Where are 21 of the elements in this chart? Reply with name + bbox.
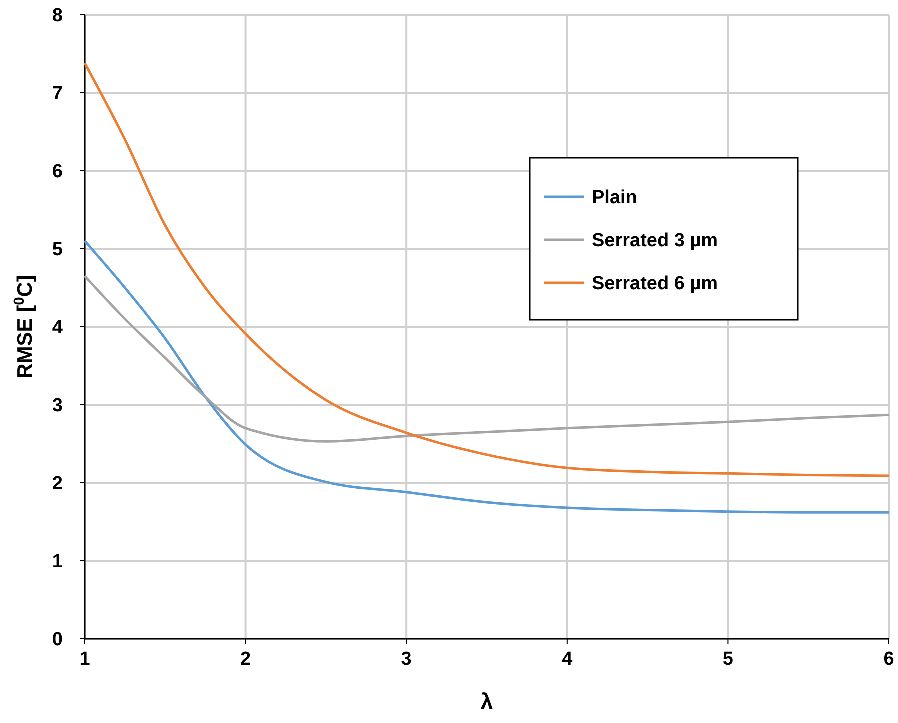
y-tick-label: 4: [52, 318, 64, 339]
y-tick-label: 0: [52, 630, 63, 651]
y-tick-label: 2: [52, 474, 63, 495]
x-tick-label: 6: [884, 649, 894, 670]
y-tick-label: 8: [52, 6, 63, 27]
x-tick-label: 1: [80, 649, 91, 670]
x-axis-title: λ: [480, 689, 494, 714]
y-tick-label: 7: [52, 84, 63, 105]
line-series: [84, 62, 890, 478]
y-tick-label: 3: [52, 396, 63, 417]
legend-label: Plain: [592, 188, 638, 209]
line-series: [84, 275, 890, 443]
x-tick-label: 3: [401, 649, 412, 670]
y-tick-label: 6: [52, 162, 63, 183]
y-tick-label: 5: [52, 240, 64, 261]
y-tick-label: 1: [52, 552, 64, 573]
x-tick-label: 4: [562, 649, 574, 670]
legend-label: Serrated 6 µm: [592, 274, 718, 295]
x-tick-label: 5: [722, 649, 734, 670]
legend-label: Serrated 3 µm: [592, 230, 718, 252]
x-tick-label: 2: [240, 649, 252, 670]
